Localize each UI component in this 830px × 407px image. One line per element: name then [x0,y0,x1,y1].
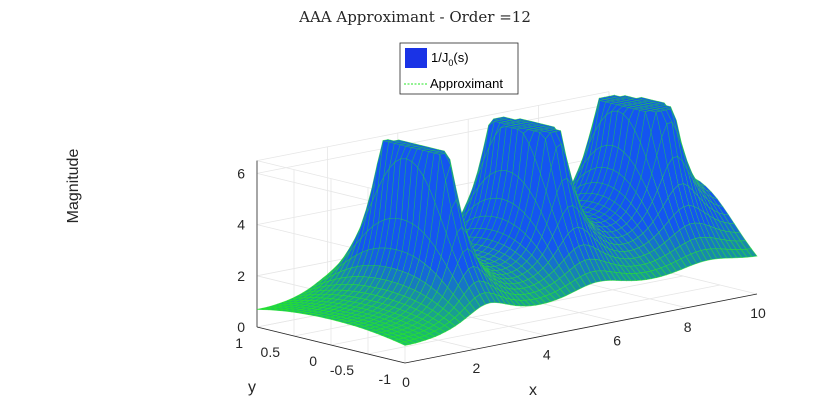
y-axis-label: y [248,379,256,396]
legend-swatch-surface [405,48,427,68]
z-tick-label: 4 [237,217,245,233]
y-tick-label: 0 [309,353,317,369]
z-axis-label: Magnitude [65,149,82,224]
y-tick-label: 1 [235,335,243,351]
x-tick-label: 10 [750,305,766,321]
surface-patch [745,248,758,258]
surface-plot [256,94,758,346]
x-tick-label: 8 [684,319,692,335]
legend-entry-approximant: Approximant [430,76,503,91]
legend-entry-surface: 1/J0(s) [431,50,469,68]
z-tick-label: 2 [237,268,245,284]
y-tick-label: -0.5 [330,362,354,378]
x-tick-label: 6 [613,333,621,349]
legend: 1/J0(s) Approximant [399,42,519,95]
x-tick-label: 0 [402,374,410,390]
surface-mesh [256,94,758,346]
y-tick-label: 0.5 [261,344,281,360]
x-axis-label: x [529,382,537,399]
z-tick-label: 6 [237,165,245,181]
y-tick-label: -1 [379,371,392,387]
x-axis-line [404,293,758,364]
axes [256,160,758,364]
x-tick-label: 4 [543,346,551,362]
x-tick-label: 2 [473,360,481,376]
chart-title: AAA Approximant - Order =12 [298,8,531,26]
y-axis-line [256,326,406,364]
z-tick-label: 0 [237,319,245,335]
